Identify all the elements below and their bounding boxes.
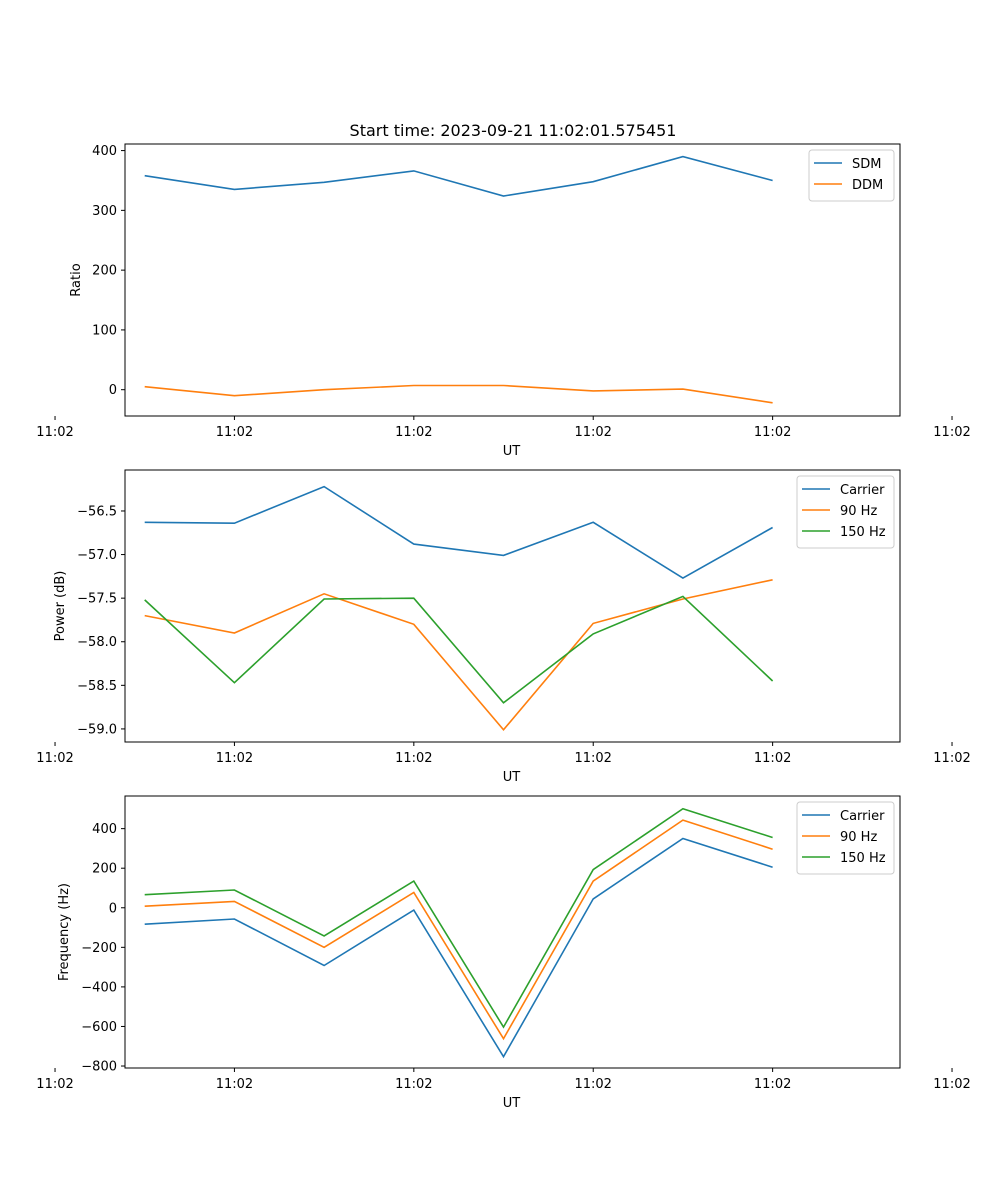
frequency-x-tick-label: 11:02 <box>574 1077 611 1092</box>
ratio-x-tick-label: 11:02 <box>933 425 970 440</box>
figure-title: Start time: 2023-09-21 11:02:01.575451 <box>350 121 677 140</box>
power-y-tick-label: −56.5 <box>77 504 117 519</box>
power-y-axis-label: Power (dB) <box>53 571 68 642</box>
power-y-tick-label: −58.0 <box>77 635 117 650</box>
frequency-y-tick-label: 200 <box>92 862 117 877</box>
frequency-y-axis-label: Frequency (Hz) <box>57 883 72 981</box>
ratio-y-tick-label: 400 <box>92 144 117 159</box>
power-series-carrier <box>144 485 773 580</box>
ratio-axes-frame <box>124 143 901 417</box>
ratio-y-axis-label: Ratio <box>69 263 84 296</box>
power-x-tick-label: 11:02 <box>574 751 611 766</box>
panel-frequency: 11:0211:0211:0211:0211:0211:0211:0340020… <box>36 795 971 1111</box>
ratio-x-tick-label: 11:02 <box>36 425 73 440</box>
frequency-x-tick-label: 11:02 <box>36 1077 73 1092</box>
power-x-tick-label: 11:02 <box>754 751 791 766</box>
frequency-y-tick-label: −800 <box>81 1060 117 1075</box>
frequency-y-tick-label: 400 <box>92 822 117 837</box>
power-axes-frame <box>124 469 901 743</box>
frequency-legend-label-150-hz: 150 Hz <box>840 851 886 866</box>
power-y-tick-label: −57.5 <box>77 592 117 607</box>
ratio-x-tick-label: 11:02 <box>574 425 611 440</box>
frequency-x-tick-label: 11:02 <box>754 1077 791 1092</box>
frequency-x-tick-label: 11:02 <box>395 1077 432 1092</box>
frequency-y-tick-label: 0 <box>109 901 117 916</box>
power-x-tick-label: 11:02 <box>36 751 73 766</box>
power-x-tick-label: 11:02 <box>933 751 970 766</box>
panel-power: 11:0211:0211:0211:0211:0211:0211:03−56.5… <box>36 469 971 785</box>
ratio-x-axis-label: UT <box>503 444 521 459</box>
power-legend-box <box>796 475 895 549</box>
ratio-legend: SDM DDM <box>808 149 895 202</box>
frequency-y-tick-label: −600 <box>81 1020 117 1035</box>
frequency-x-tick-label: 11:02 <box>216 1077 253 1092</box>
frequency-x-tick-label: 11:02 <box>933 1077 970 1092</box>
ratio-legend-label-ddm: DDM <box>852 178 883 193</box>
power-x-tick-label: 11:02 <box>216 751 253 766</box>
power-y-tick-label: −58.5 <box>77 679 117 694</box>
ratio-series-sdm <box>144 155 773 197</box>
frequency-legend-label-90-hz: 90 Hz <box>840 830 877 845</box>
ratio-x-tick-label: 11:02 <box>754 425 791 440</box>
frequency-axes-frame <box>124 795 901 1069</box>
frequency-series-carrier <box>144 837 773 1059</box>
frequency-legend: Carrier 90 Hz 150 Hz <box>796 801 895 875</box>
power-legend-label-90-hz: 90 Hz <box>840 504 877 519</box>
frequency-y-tick-label: −400 <box>81 980 117 995</box>
power-legend-label-carrier: Carrier <box>840 483 885 498</box>
frequency-x-axis-label: UT <box>503 1096 521 1111</box>
ratio-x-tick-label: 11:02 <box>395 425 432 440</box>
frequency-legend-label-carrier: Carrier <box>840 809 885 824</box>
power-legend: Carrier 90 Hz 150 Hz <box>796 475 895 549</box>
frequency-y-tick-label: −200 <box>81 941 117 956</box>
frequency-series-90-hz <box>144 819 773 1041</box>
frequency-series-150-hz <box>144 807 773 1029</box>
ratio-y-tick-label: 0 <box>109 383 117 398</box>
ratio-y-tick-label: 300 <box>92 204 117 219</box>
ratio-series-ddm <box>144 384 773 404</box>
ratio-y-tick-label: 200 <box>92 264 117 279</box>
ratio-x-tick-label: 11:02 <box>216 425 253 440</box>
ratio-legend-label-sdm: SDM <box>852 157 881 172</box>
power-x-tick-label: 11:02 <box>395 751 432 766</box>
power-series-150-hz <box>144 595 774 704</box>
panel-ratio: 11:0211:0211:0211:0211:0211:0211:0340030… <box>36 143 971 459</box>
power-legend-label-150-hz: 150 Hz <box>840 525 886 540</box>
power-y-tick-label: −59.0 <box>77 722 117 737</box>
power-y-tick-label: −57.0 <box>77 548 117 563</box>
power-x-axis-label: UT <box>503 770 521 785</box>
ratio-y-tick-label: 100 <box>92 323 117 338</box>
frequency-legend-box <box>796 801 895 875</box>
